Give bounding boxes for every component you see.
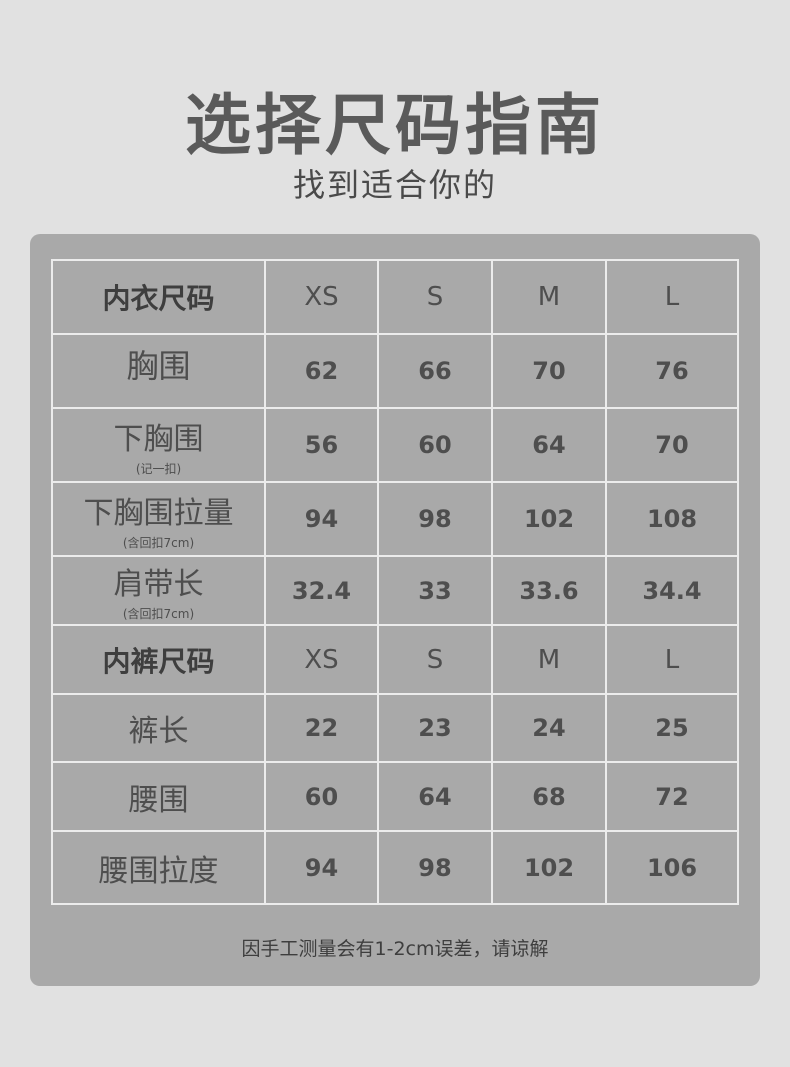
row-note: (含回扣7cm) — [122, 535, 195, 550]
cell: 108 — [605, 481, 739, 557]
row-label: 下胸围 — [113, 421, 204, 457]
cell: 56 — [264, 407, 379, 483]
bra-size-label: 内衣尺码 — [51, 259, 266, 335]
cell: 102 — [491, 830, 607, 905]
cell: 60 — [264, 761, 379, 832]
row-label: 腰围 — [51, 761, 266, 832]
row-note: (含回扣7cm) — [122, 607, 195, 621]
page-title: 选择尺码指南 — [185, 87, 605, 164]
size-header: S — [377, 259, 493, 335]
cell: 106 — [605, 830, 739, 905]
cell: 70 — [605, 407, 739, 483]
cell: 62 — [264, 333, 379, 409]
table-row: 腰围 60 64 68 72 — [51, 761, 739, 832]
table-row: 下胸围 (记一扣) 56 60 64 70 — [51, 407, 739, 483]
row-label: 胸围 — [51, 333, 266, 409]
size-header: S — [377, 624, 493, 695]
cell: 94 — [264, 481, 379, 557]
size-header: XS — [264, 624, 379, 695]
panty-header-row: 内裤尺码 XS S M L — [51, 624, 739, 695]
cell: 33.6 — [491, 555, 607, 626]
row-label: 下胸围拉量 — [83, 495, 234, 531]
size-table: 内衣尺码 XS S M L 胸围 62 66 70 76 下胸围 (记一扣) 56… — [51, 259, 739, 905]
size-header: L — [605, 624, 739, 695]
size-header: M — [491, 624, 607, 695]
cell: 94 — [264, 830, 379, 905]
cell: 66 — [377, 333, 493, 409]
row-label: 肩带长 — [113, 567, 204, 602]
table-row: 下胸围拉量 (含回扣7cm) 94 98 102 108 — [51, 481, 739, 557]
cell: 24 — [491, 693, 607, 763]
bra-header-row: 内衣尺码 XS S M L — [51, 259, 739, 335]
cell: 22 — [264, 693, 379, 763]
table-row: 裤长 22 23 24 25 — [51, 693, 739, 763]
cell: 23 — [377, 693, 493, 763]
measurement-footnote: 因手工测量会有1-2cm误差，请谅解 — [241, 938, 549, 960]
size-header: L — [605, 259, 739, 335]
size-header: XS — [264, 259, 379, 335]
row-note: (记一扣) — [135, 461, 182, 476]
cell: 72 — [605, 761, 739, 832]
cell: 102 — [491, 481, 607, 557]
cell: 60 — [377, 407, 493, 483]
table-row: 肩带长 (含回扣7cm) 32.4 33 33.6 34.4 — [51, 555, 739, 626]
row-label: 裤长 — [51, 693, 266, 763]
row-label-cell: 下胸围 (记一扣) — [51, 407, 266, 483]
page-subtitle: 找到适合你的 — [292, 166, 497, 204]
size-chart-panel: 内衣尺码 XS S M L 胸围 62 66 70 76 下胸围 (记一扣) 56… — [30, 234, 760, 986]
cell: 64 — [491, 407, 607, 483]
cell: 70 — [491, 333, 607, 409]
cell: 68 — [491, 761, 607, 832]
cell: 98 — [377, 830, 493, 905]
cell: 76 — [605, 333, 739, 409]
panty-size-label: 内裤尺码 — [51, 624, 266, 695]
cell: 98 — [377, 481, 493, 557]
cell: 25 — [605, 693, 739, 763]
cell: 64 — [377, 761, 493, 832]
cell: 33 — [377, 555, 493, 626]
cell: 32.4 — [264, 555, 379, 626]
row-label-cell: 下胸围拉量 (含回扣7cm) — [51, 481, 266, 557]
size-header: M — [491, 259, 607, 335]
cell: 34.4 — [605, 555, 739, 626]
table-row: 腰围拉度 94 98 102 106 — [51, 830, 739, 905]
table-row: 胸围 62 66 70 76 — [51, 333, 739, 409]
row-label: 腰围拉度 — [51, 830, 266, 905]
row-label-cell: 肩带长 (含回扣7cm) — [51, 555, 266, 626]
